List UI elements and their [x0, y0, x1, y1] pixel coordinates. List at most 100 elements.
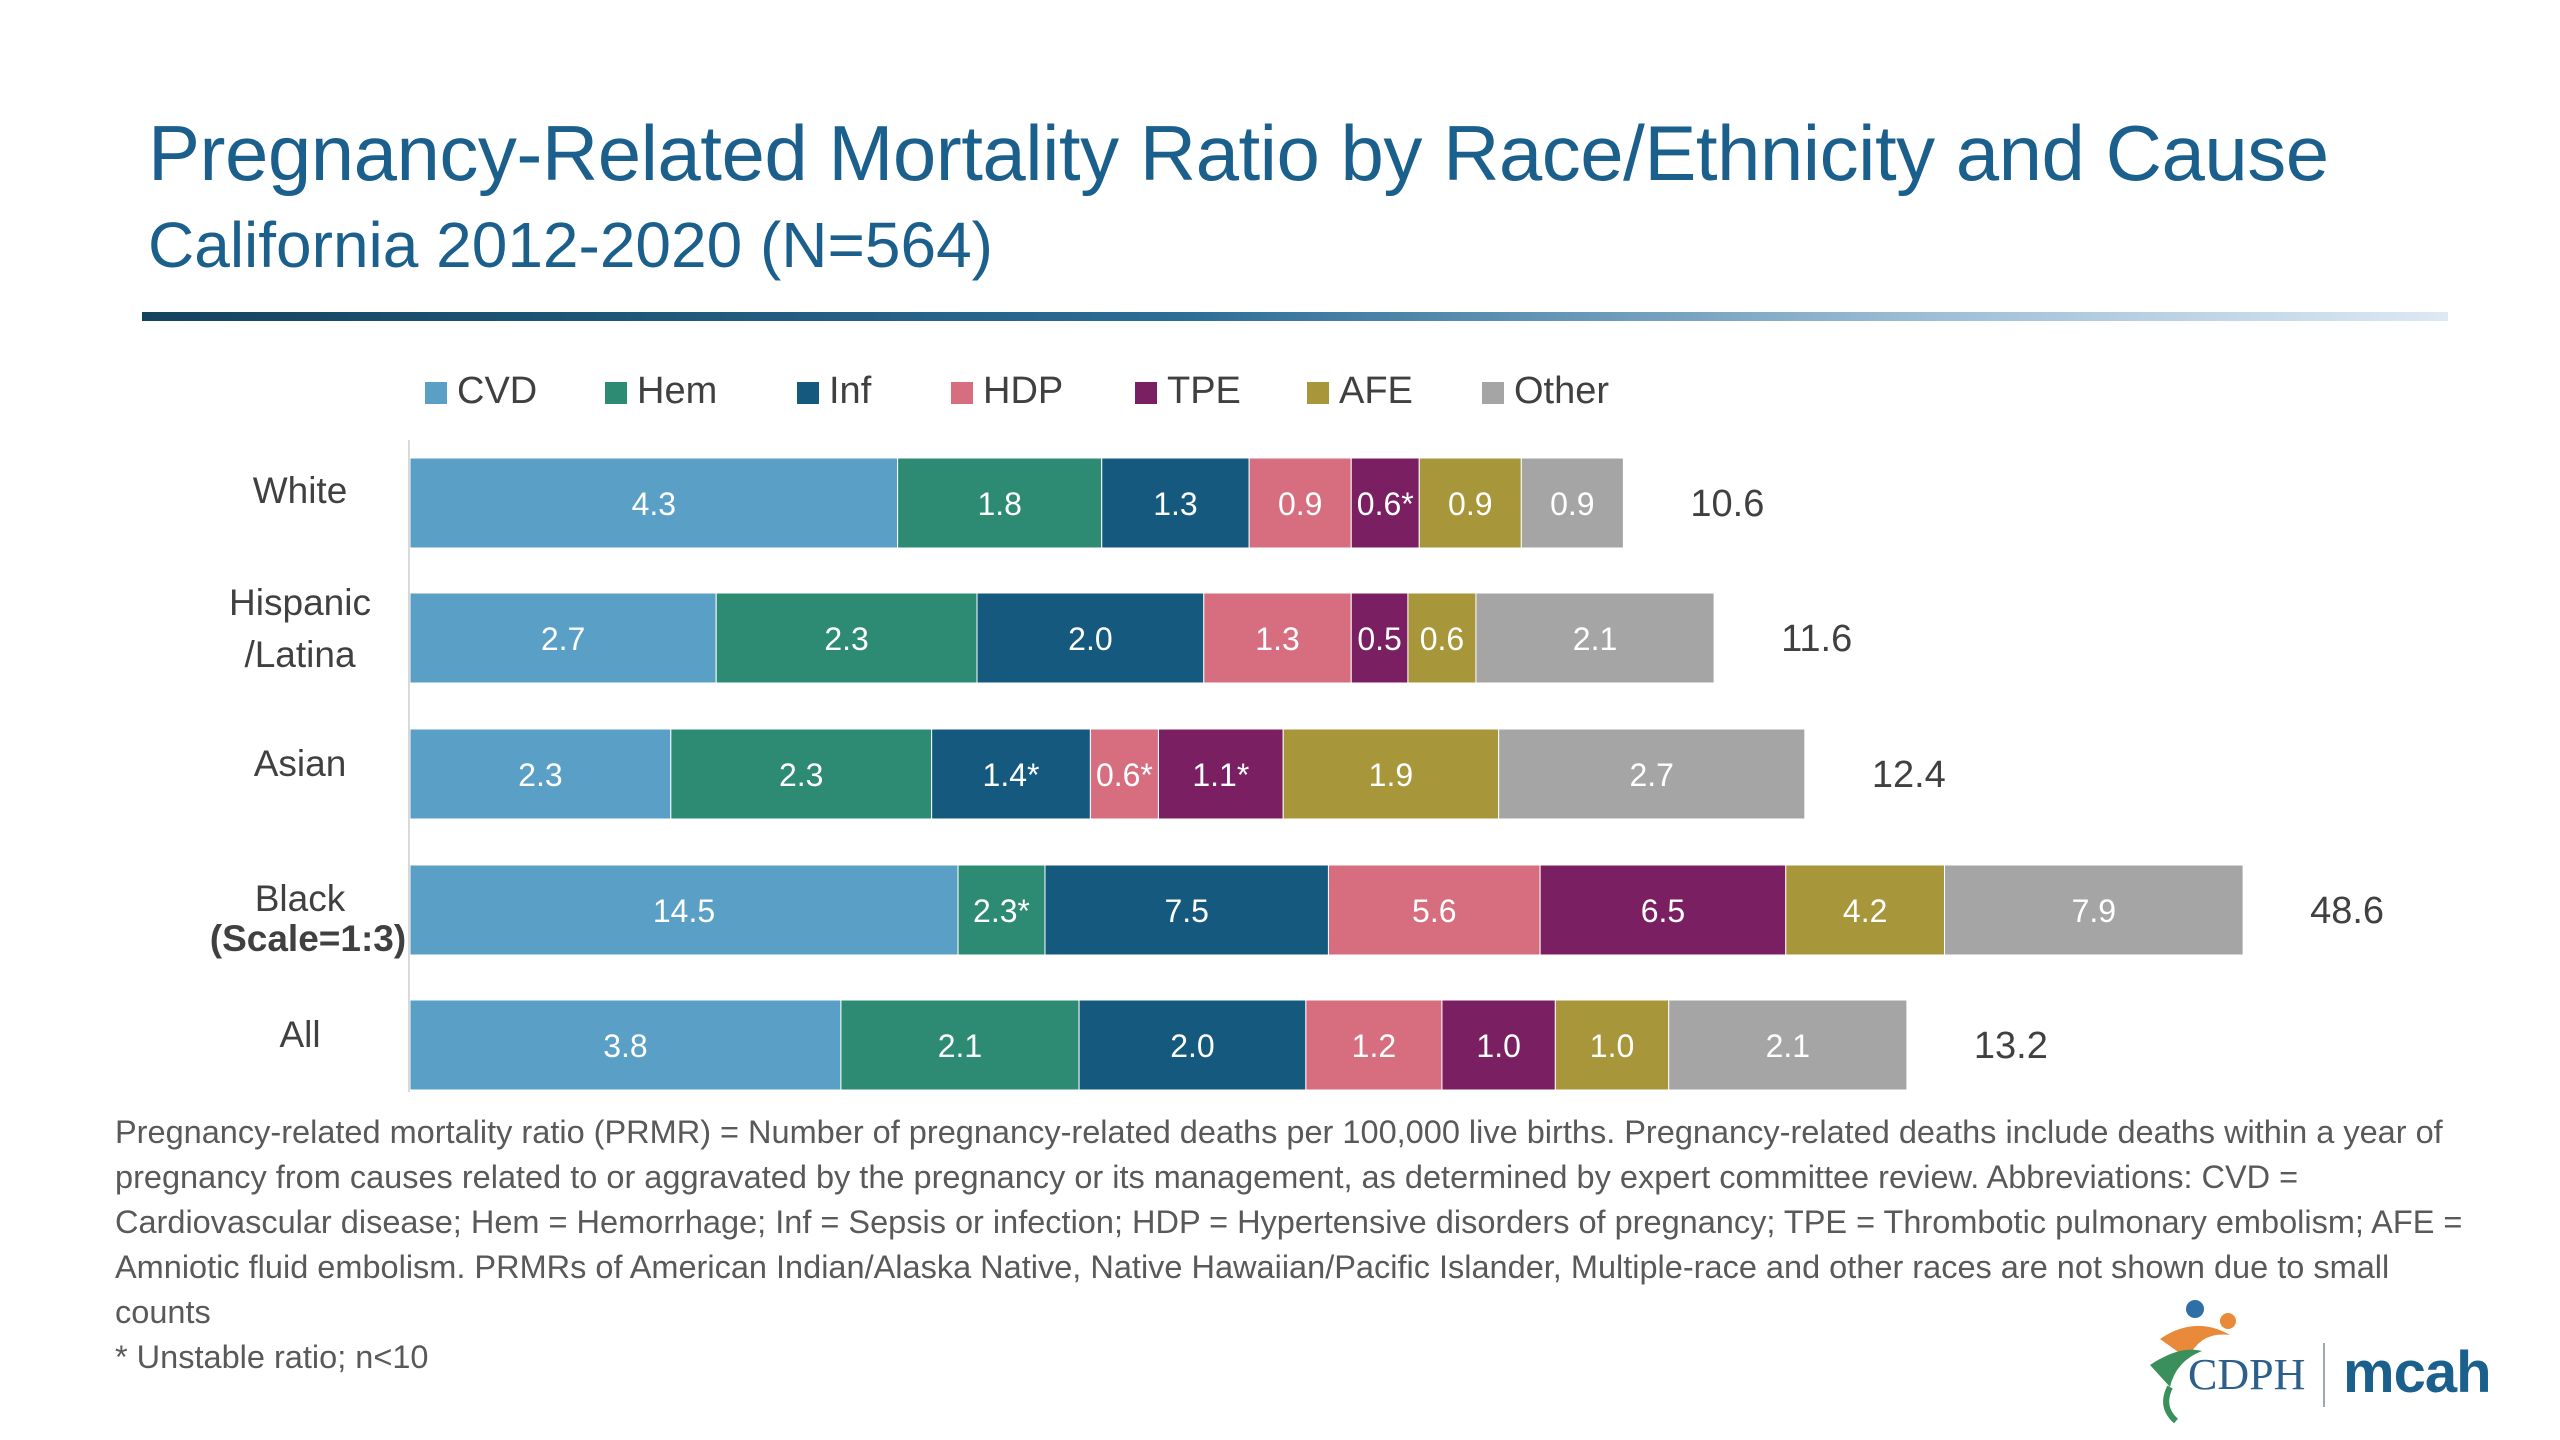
bar-value-label: 1.8	[977, 486, 1021, 522]
bar-value-label: 2.0	[1170, 1028, 1214, 1064]
bar-value-label: 5.6	[1412, 893, 1456, 929]
bar-value-label: 14.5	[653, 893, 715, 929]
bar-value-label: 2.3	[518, 757, 562, 793]
category-label: Black (Scale=1:3)	[210, 878, 406, 959]
title-divider	[142, 312, 2448, 321]
chart-legend: CVD Hem Inf HDP TPE AFE Other	[425, 370, 1609, 412]
category-label: White	[253, 470, 348, 511]
bar-value-label: 2.3	[824, 621, 868, 657]
bar-segment-other	[1668, 999, 1908, 1091]
mcah-logo-text: mcah	[2343, 1340, 2492, 1405]
bar-value-label: 6.5	[1641, 893, 1685, 929]
total-label: 10.6	[1690, 483, 1764, 525]
total-label: 48.6	[2310, 890, 2384, 932]
logos: CDPH mcah	[2140, 1295, 2492, 1425]
legend-swatch-hdp	[951, 382, 973, 404]
bar-value-label: 0.9	[1550, 486, 1594, 522]
bar-value-label: 2.7	[1629, 757, 1673, 793]
footnote: Pregnancy-related mortality ratio (PRMR)…	[115, 1110, 2475, 1380]
logo-divider	[2323, 1343, 2325, 1407]
bar-value-label: 1.9	[1369, 757, 1413, 793]
bar-segment-tpe	[1350, 457, 1420, 549]
bar-value-label: 1.1*	[1192, 757, 1249, 793]
bar-segment-cvd	[409, 999, 842, 1091]
footnote-definition: Pregnancy-related mortality ratio (PRMR)…	[115, 1114, 2463, 1330]
legend-swatch-hem	[605, 382, 627, 404]
bar-segment-hem	[897, 457, 1103, 549]
bar-segment-other	[1944, 864, 2244, 956]
category-label: All	[279, 1014, 320, 1055]
bar-value-label: 7.5	[1164, 893, 1208, 929]
bar-value-label: 3.8	[603, 1028, 647, 1064]
bar-segment-cvd	[409, 457, 899, 549]
bar-segment-afe	[1785, 864, 1946, 956]
category-label: Hispanic/Latina	[229, 582, 371, 675]
legend-label-hdp: HDP	[983, 370, 1063, 412]
bar-value-label: 4.3	[632, 486, 676, 522]
chart-bars: 4.3 1.8 1.3 0.9 0.6* 0.9 0.9 2.7 2.3 2.0 1.3 0.5 0.6…	[409, 457, 2244, 1091]
bar-value-label: 1.3	[1153, 486, 1197, 522]
cdph-figure-icon	[2150, 1300, 2236, 1424]
chart-subtitle: California 2012-2020 (N=564)	[148, 209, 993, 281]
bar-value-label: 1.2	[1352, 1028, 1396, 1064]
stacked-bar-chart: CVD Hem Inf HDP TPE AFE Other White Hispanic/La…	[210, 370, 2384, 1092]
bar-value-label: 0.9	[1448, 486, 1492, 522]
legend-swatch-cvd	[425, 382, 447, 404]
bar-segment-hdp	[1327, 864, 1541, 956]
bar-value-label: 2.3	[779, 757, 823, 793]
category-label: Asian	[254, 743, 347, 784]
bar-value-label: 0.6*	[1096, 757, 1153, 793]
bar-segment-other	[1520, 457, 1624, 549]
legend-label-inf: Inf	[829, 370, 872, 412]
bar-value-label: 7.9	[2072, 893, 2116, 929]
bar-value-label: 1.4*	[983, 757, 1040, 793]
bar-segment-other	[1498, 728, 1806, 820]
bar-segment-tpe	[1157, 728, 1284, 820]
legend-label-hem: Hem	[637, 370, 717, 412]
bar-value-label: 2.1	[938, 1028, 982, 1064]
bar-segment-tpe	[1539, 864, 1787, 956]
category-labels: White Hispanic/Latina Asian Black (Scale=1:3…	[210, 470, 406, 1055]
chart-title: Pregnancy-Related Mortality Ratio by Rac…	[148, 109, 2329, 197]
legend-swatch-other	[1482, 382, 1504, 404]
footnote-unstable: * Unstable ratio; n<10	[115, 1339, 429, 1375]
legend-label-afe: AFE	[1339, 370, 1413, 412]
total-label: 11.6	[1781, 618, 1852, 660]
bar-segment-hem	[715, 592, 978, 684]
legend-swatch-inf	[797, 382, 819, 404]
bar-segment-cvd	[409, 592, 717, 684]
bar-segment-hem	[840, 999, 1080, 1091]
bar-value-label: 0.5	[1357, 621, 1401, 657]
bar-segment-afe	[1418, 457, 1522, 549]
bar-segment-afe	[1554, 999, 1670, 1091]
bar-value-label: 2.1	[1766, 1028, 1810, 1064]
bar-value-label: 2.0	[1068, 621, 1112, 657]
bar-value-label: 2.7	[541, 621, 585, 657]
legend-label-cvd: CVD	[457, 370, 537, 412]
bar-segment-hdp	[1305, 999, 1443, 1091]
bar-segment-other	[1475, 592, 1715, 684]
legend-label-other: Other	[1514, 370, 1609, 412]
bar-segment-inf	[976, 592, 1205, 684]
legend-swatch-afe	[1307, 382, 1329, 404]
bar-segment-tpe	[1350, 592, 1409, 684]
bar-segment-inf	[1101, 457, 1250, 549]
bar-value-label: 2.1	[1573, 621, 1617, 657]
bar-value-label: 0.9	[1278, 486, 1322, 522]
bar-value-label: 2.3*	[973, 893, 1030, 929]
bar-segment-afe	[1407, 592, 1477, 684]
bar-segment-afe	[1282, 728, 1500, 820]
bar-segment-inf	[1078, 999, 1307, 1091]
bar-segment-hdp	[1203, 592, 1352, 684]
legend-label-tpe: TPE	[1167, 370, 1241, 412]
bar-segment-hem	[670, 728, 933, 820]
bar-value-label: 1.0	[1476, 1028, 1520, 1064]
bar-segment-inf	[931, 728, 1091, 820]
bar-value-label: 4.2	[1843, 893, 1887, 929]
bar-value-label: 0.6	[1420, 621, 1464, 657]
bar-value-label: 1.0	[1590, 1028, 1634, 1064]
bar-segment-hem	[957, 864, 1046, 956]
bar-value-label: 0.6*	[1357, 486, 1414, 522]
total-label: 12.4	[1872, 754, 1946, 796]
cdph-logo-text: CDPH	[2188, 1350, 2306, 1399]
